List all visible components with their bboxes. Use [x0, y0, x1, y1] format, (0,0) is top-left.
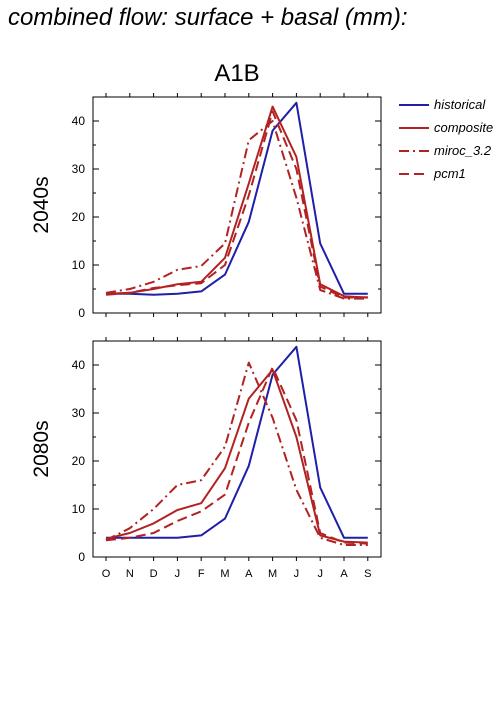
page-title: combined flow: surface + basal (mm):	[8, 4, 408, 31]
legend-label: composite	[434, 120, 493, 135]
legend-label: miroc_3.2	[434, 143, 492, 158]
y-tick-label: 0	[78, 306, 85, 320]
x-tick-label: S	[364, 568, 371, 580]
y-axis-label: 2040s	[30, 176, 53, 233]
y-tick-label: 20	[72, 210, 86, 224]
x-tick-label: A	[245, 568, 253, 580]
series-line-composite	[105, 368, 368, 544]
legend-label: historical	[434, 97, 486, 112]
series-line-historical	[106, 101, 368, 296]
series-line-miroc-3-2	[105, 361, 368, 546]
x-tick-label: J	[175, 568, 181, 580]
plot-frame	[92, 340, 382, 558]
y-tick-label: 30	[72, 162, 86, 176]
y-tick-label: 40	[72, 358, 86, 372]
series-line-pcm1	[105, 366, 368, 545]
x-tick-label: J	[294, 568, 300, 580]
x-tick-label: F	[198, 568, 205, 580]
chart-title: A1B	[214, 60, 259, 87]
series-line-pcm1	[105, 110, 368, 299]
legend: historical composite miroc_3.2 pcm1	[399, 97, 493, 181]
chart-panel-2: 0 10 20 30 40 O N D J F M A M J J A S 2080s	[30, 337, 382, 580]
y-tick-label: 0	[78, 550, 85, 564]
x-tick-label: J	[317, 568, 323, 580]
y-axis-label: 2080s	[30, 420, 53, 477]
y-tick-label: 10	[72, 258, 86, 272]
x-tick-label: M	[220, 568, 229, 580]
y-tick-label: 40	[72, 114, 86, 128]
x-tick-label: O	[102, 568, 111, 580]
y-tick-label: 30	[72, 406, 86, 420]
y-tick-label: 20	[72, 454, 86, 468]
x-tick-label: A	[340, 568, 348, 580]
chart-panel-1: 0 10 20 30 40 2040s A1B historical composite miro…	[30, 60, 493, 320]
x-tick-label: M	[268, 568, 277, 580]
x-tick-label: D	[150, 568, 158, 580]
y-tick-label: 10	[72, 502, 86, 516]
series-line-composite	[105, 105, 368, 299]
legend-label: pcm1	[433, 166, 466, 181]
series-line-historical	[106, 345, 368, 539]
series-line-miroc-3-2	[105, 120, 368, 300]
x-tick-label: N	[126, 568, 134, 580]
plot-frame	[92, 96, 382, 314]
